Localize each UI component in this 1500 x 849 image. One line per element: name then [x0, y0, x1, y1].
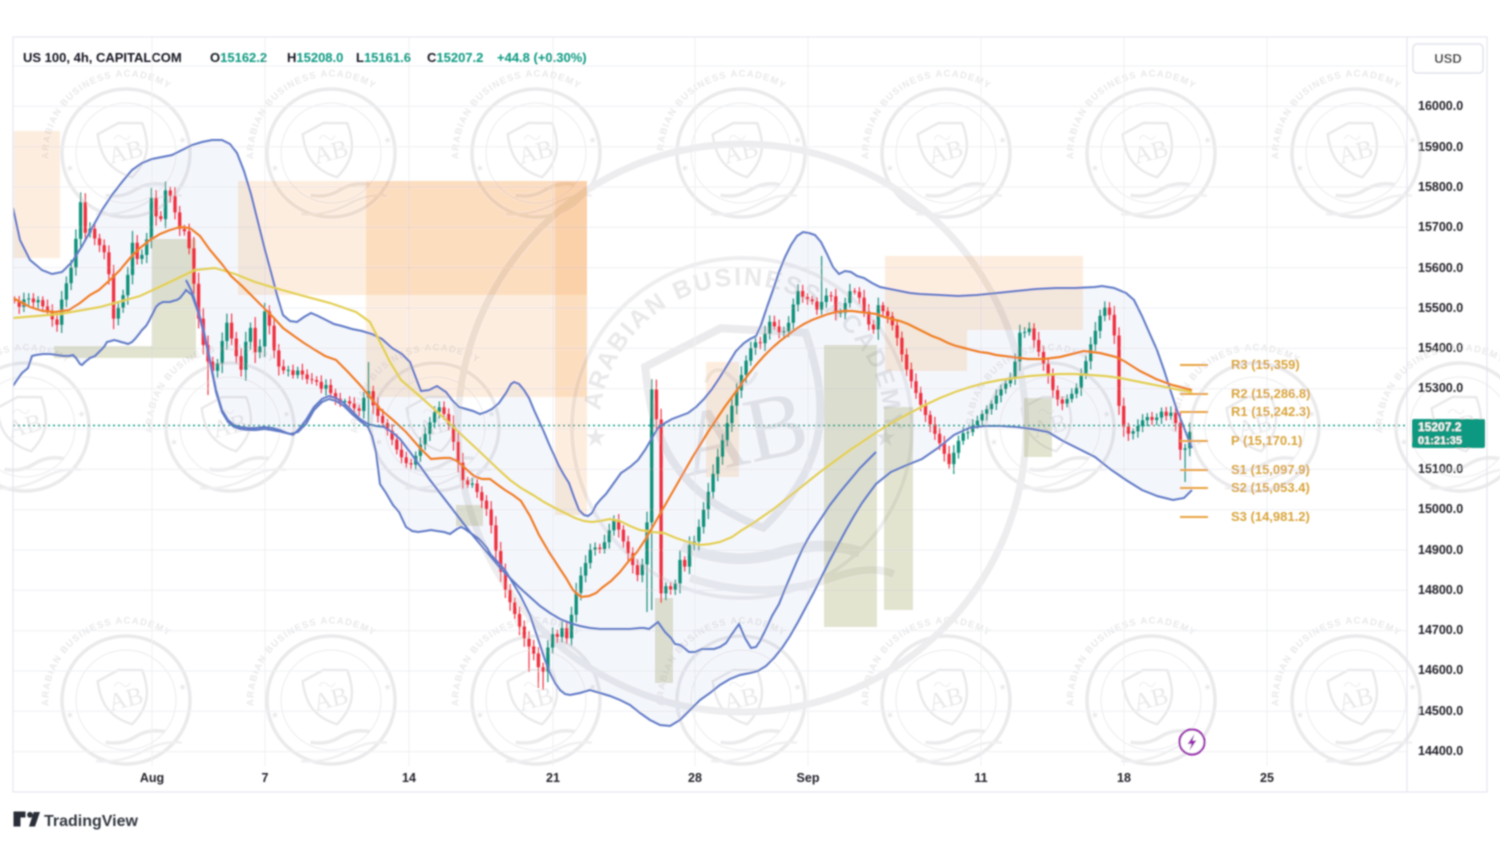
svg-text:R2 (15,286.8): R2 (15,286.8) [1231, 386, 1311, 401]
svg-text:S1 (15,097.9): S1 (15,097.9) [1231, 462, 1310, 477]
svg-text:H15208.0: H15208.0 [287, 50, 343, 65]
svg-text:11: 11 [974, 771, 987, 785]
svg-text:TradingView: TradingView [44, 813, 139, 830]
svg-text:15400.0: 15400.0 [1418, 341, 1463, 355]
svg-text:14800.0: 14800.0 [1418, 583, 1463, 597]
svg-text:O15162.2: O15162.2 [210, 50, 267, 65]
svg-text:R1 (15,242.3): R1 (15,242.3) [1231, 404, 1311, 419]
svg-text:S2 (15,053.4): S2 (15,053.4) [1231, 480, 1310, 495]
svg-text:Sep: Sep [797, 771, 820, 785]
svg-text:L15161.6: L15161.6 [356, 50, 411, 65]
svg-text:01:21:35: 01:21:35 [1418, 435, 1462, 447]
svg-text:US 100, 4h, CAPITALCOM: US 100, 4h, CAPITALCOM [23, 50, 182, 65]
svg-text:★: ★ [584, 423, 607, 452]
svg-text:15600.0: 15600.0 [1418, 261, 1463, 275]
svg-text:14900.0: 14900.0 [1418, 543, 1463, 557]
svg-text:15100.0: 15100.0 [1418, 462, 1463, 476]
svg-text:P (15,170.1): P (15,170.1) [1231, 433, 1302, 448]
svg-text:C15207.2: C15207.2 [427, 50, 483, 65]
svg-text:7: 7 [262, 771, 269, 785]
svg-text:25: 25 [1260, 771, 1274, 785]
svg-text:21: 21 [546, 771, 560, 785]
svg-text:Aug: Aug [140, 771, 164, 785]
svg-text:15900.0: 15900.0 [1418, 140, 1463, 154]
svg-text:18: 18 [1117, 771, 1131, 785]
svg-text:15800.0: 15800.0 [1418, 180, 1463, 194]
svg-text:R3 (15,359): R3 (15,359) [1231, 357, 1300, 372]
svg-text:28: 28 [688, 771, 702, 785]
svg-text:S3 (14,981.2): S3 (14,981.2) [1231, 509, 1310, 524]
svg-text:15000.0: 15000.0 [1418, 502, 1463, 516]
svg-text:15500.0: 15500.0 [1418, 301, 1463, 315]
svg-text:14400.0: 14400.0 [1418, 744, 1463, 758]
svg-text:15300.0: 15300.0 [1418, 381, 1463, 395]
svg-text:15207.2: 15207.2 [1418, 420, 1462, 434]
svg-text:14: 14 [402, 771, 416, 785]
svg-text:USD: USD [1434, 51, 1461, 66]
svg-text:14700.0: 14700.0 [1418, 623, 1463, 637]
svg-text:14600.0: 14600.0 [1418, 663, 1463, 677]
svg-text:16000.0: 16000.0 [1418, 99, 1463, 113]
svg-text:+44.8 (+0.30%): +44.8 (+0.30%) [497, 50, 587, 65]
svg-text:14500.0: 14500.0 [1418, 704, 1463, 718]
svg-text:15700.0: 15700.0 [1418, 220, 1463, 234]
